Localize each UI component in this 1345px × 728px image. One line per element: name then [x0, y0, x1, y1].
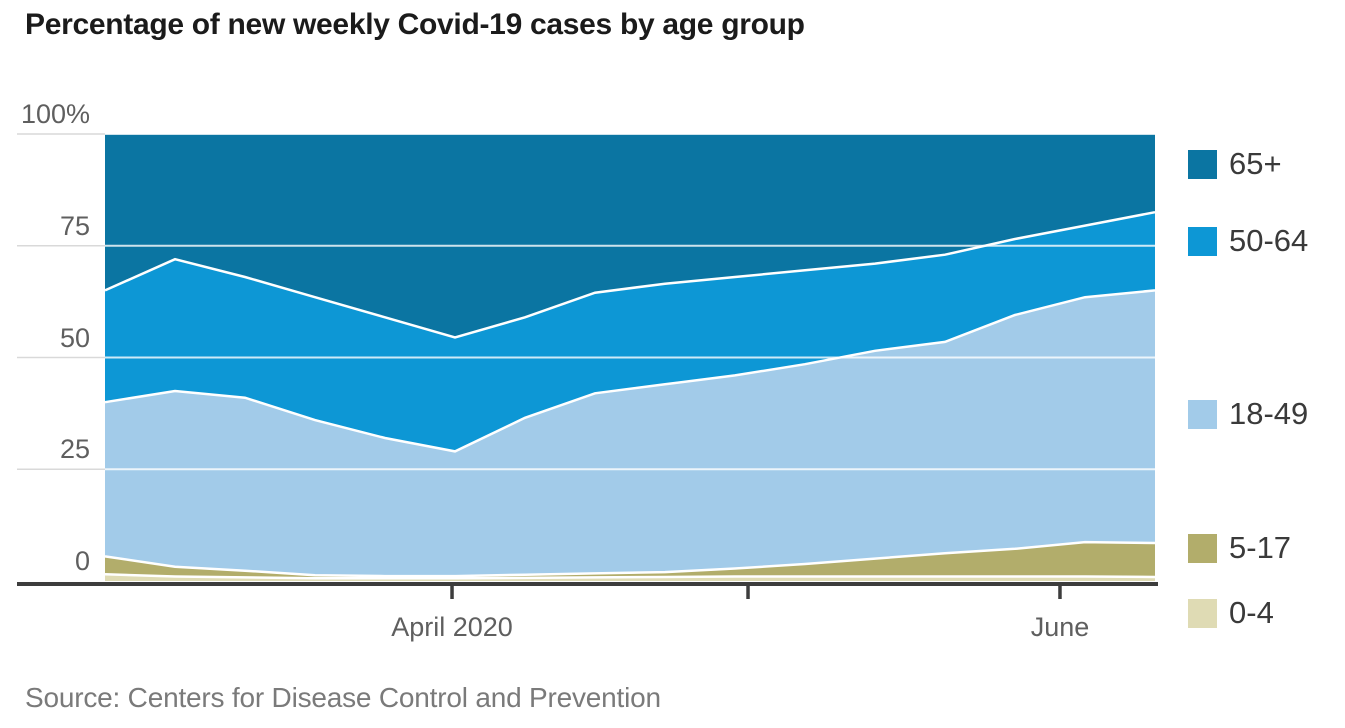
- y-axis-label-50: 50: [59, 322, 90, 353]
- legend-item-18-49: 18-49: [1188, 396, 1308, 432]
- legend-swatch-0-4: [1188, 598, 1217, 628]
- series-boundary-50-64-top: [104, 210, 1156, 339]
- x-axis-label-april: April 2020: [391, 612, 513, 642]
- legend-label-5-17: 5-17: [1229, 530, 1292, 565]
- legend-swatch-18-49: [1188, 399, 1217, 429]
- legend: 65+ 50-64 18-49 5-17 0-4: [1188, 0, 1345, 728]
- legend-label-18-49: 18-49: [1229, 396, 1309, 431]
- series-boundary-18-49-top: [104, 289, 1156, 453]
- legend-item-0-4: 0-4: [1188, 595, 1274, 631]
- legend-label-0-4: 0-4: [1229, 595, 1274, 630]
- legend-swatch-65plus: [1188, 149, 1217, 179]
- area-band-65+: [105, 134, 1155, 338]
- legend-swatch-5-17: [1188, 533, 1217, 563]
- chart-title: Percentage of new weekly Covid-19 cases …: [25, 8, 805, 41]
- legend-item-50-64: 50-64: [1188, 223, 1308, 259]
- series-boundary-0-4-top: [104, 573, 1156, 580]
- y-axis-label-25: 25: [59, 434, 90, 465]
- legend-label-50-64: 50-64: [1229, 223, 1309, 258]
- y-axis-label-0: 0: [74, 546, 90, 576]
- source-attribution: Source: Centers for Disease Control and …: [25, 682, 661, 713]
- area-band-50-64: [105, 212, 1155, 452]
- legend-label-65plus: 65+: [1229, 146, 1282, 181]
- area-band-5-17: [105, 542, 1155, 579]
- series-boundary-5-17-top: [104, 540, 1156, 578]
- y-axis-label-100: 100%: [20, 99, 90, 129]
- legend-item-5-17: 5-17: [1188, 530, 1291, 566]
- x-axis-label-june: June: [1030, 612, 1090, 642]
- legend-swatch-50-64: [1188, 226, 1217, 256]
- legend-item-65plus: 65+: [1188, 146, 1282, 182]
- y-axis-label-75: 75: [59, 210, 90, 241]
- area-band-18-49: [105, 290, 1155, 577]
